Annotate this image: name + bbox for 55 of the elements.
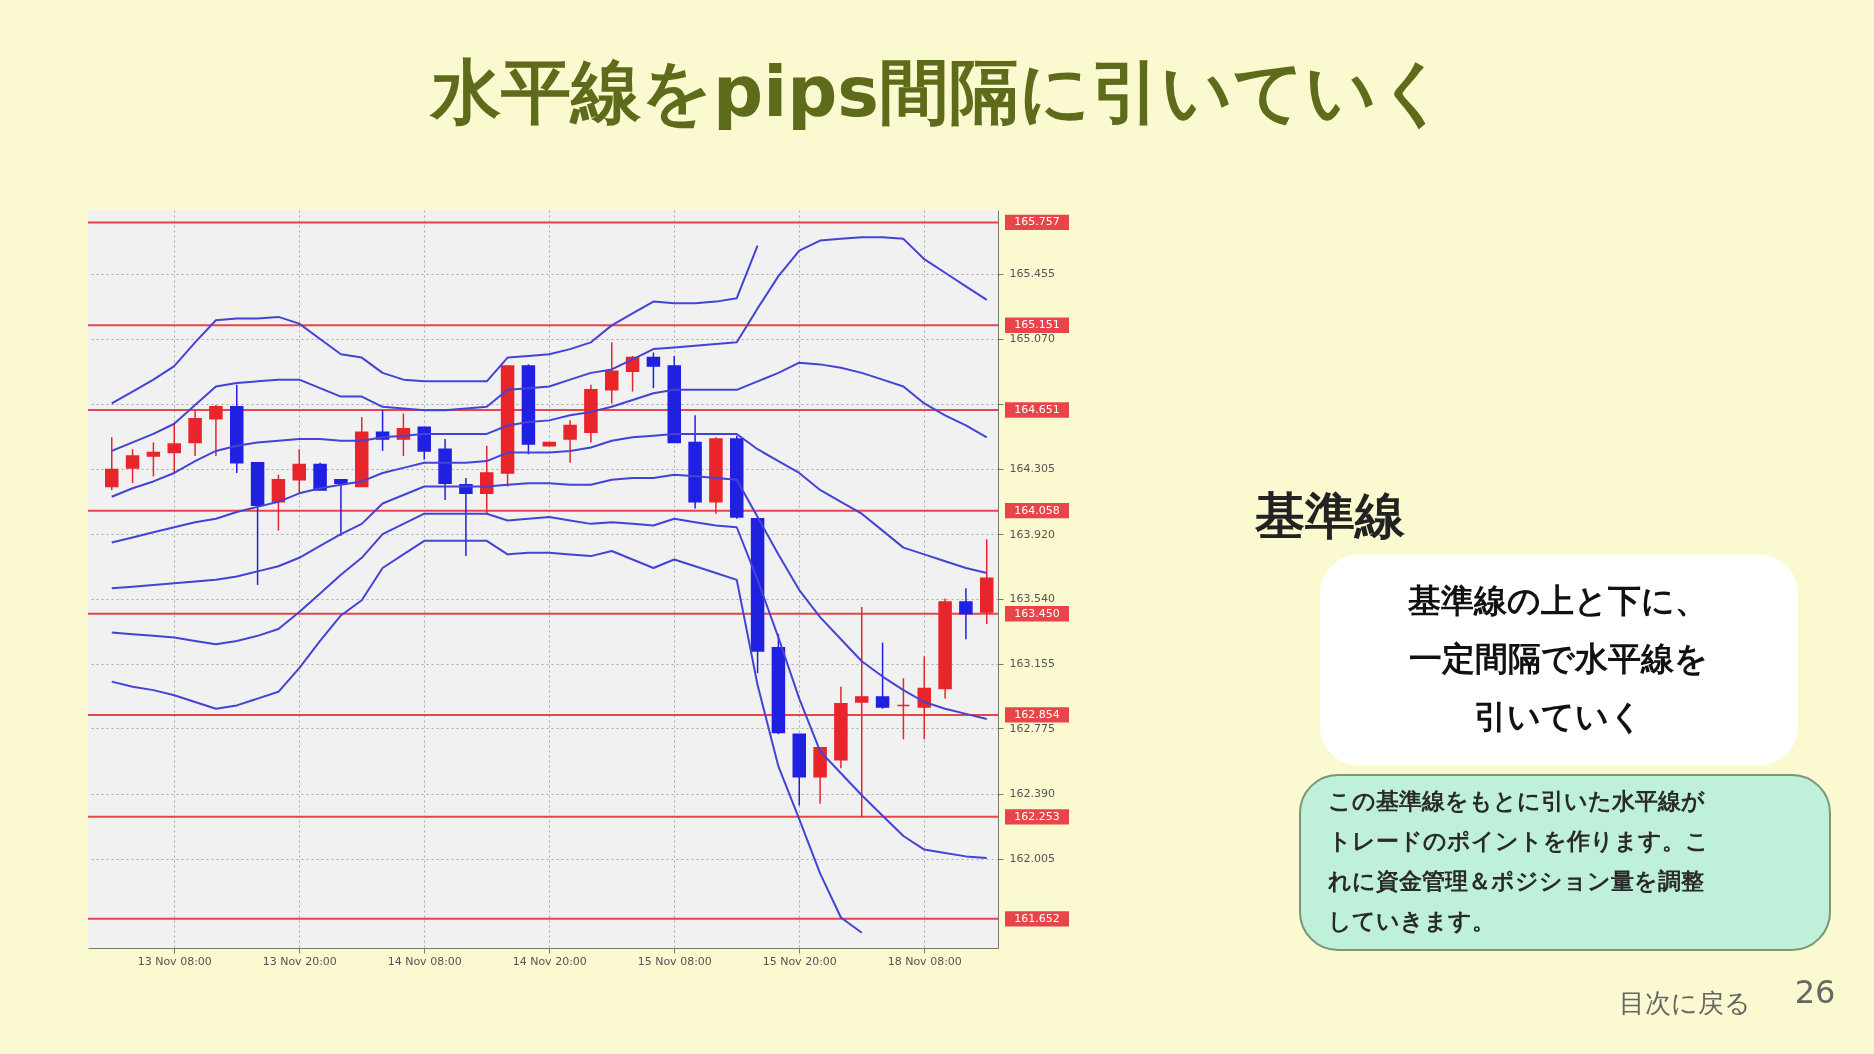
ref-line-label: 162.854 [1014,707,1060,721]
candlestick [167,423,181,474]
ref-line-label: 162.253 [1014,809,1060,823]
candlestick [146,441,161,478]
y-tick-label: 164.305 [1009,462,1055,476]
candlestick [105,436,119,491]
x-tick-label: 13 Nov 08:00 [137,954,212,968]
x-tick-label: 14 Nov 20:00 [512,954,587,968]
candlestick [417,426,431,461]
candlestick [605,341,619,405]
ref-line-label: 164.651 [1014,403,1060,417]
y-tick-label: 163.920 [1009,527,1055,541]
text: 目次に戻る [1619,988,1751,1018]
ref-line-label: 161.652 [1014,911,1060,925]
y-tick-label: 162.390 [1009,787,1055,801]
text: 26 [1794,973,1836,1011]
chart-title: 水平線をpips間隔に引いていく [429,51,1449,133]
x-tick-label: 18 Nov 08:00 [887,954,962,968]
ref-line-label: 165.757 [1014,215,1060,229]
x-tick-label: 14 Nov 08:00 [387,954,462,968]
candlestick [292,448,306,495]
y-tick-label: 162.005 [1009,852,1055,866]
ref-line-label: 165.151 [1014,318,1060,332]
candlestick [896,677,911,741]
text: 基準線の上と下に、一定間隔で水平線を引いていく [1407,581,1708,736]
candlestick [188,409,202,457]
text: この基準線をもとに引いた水平線がトレードのポイントを作ります。これに資金管理＆ポジション量を調整していきます。 [1327,788,1709,934]
line-series [110,432,988,575]
text: 基準線 [1254,487,1406,545]
candlestick [563,419,577,464]
ref-line-label: 164.058 [1014,503,1060,517]
y-tick-label: 162.775 [1009,721,1055,735]
x-tick-label: 15 Nov 20:00 [762,954,837,968]
line-series [110,236,988,452]
line-series [110,512,988,860]
line-series [110,539,863,934]
y-tick-label: 165.070 [1009,332,1055,346]
ref-line-label: 163.450 [1014,606,1060,620]
x-tick-label: 13 Nov 20:00 [262,954,337,968]
y-tick-label: 165.455 [1009,267,1055,281]
y-tick-label: 163.155 [1009,657,1055,671]
candlestick [646,351,661,389]
candlestick [125,448,140,484]
candlestick [334,479,348,537]
line-series [110,361,988,498]
candlestick [271,473,286,532]
candlestick [959,587,973,640]
candlestick [855,606,869,819]
candlestick [875,641,890,710]
y-tick-label: 163.540 [1009,592,1055,606]
line-series [110,473,988,720]
candlestick [209,404,223,457]
candlestick [480,445,494,515]
line-series [110,244,759,405]
x-tick-label: 15 Nov 08:00 [637,954,712,968]
